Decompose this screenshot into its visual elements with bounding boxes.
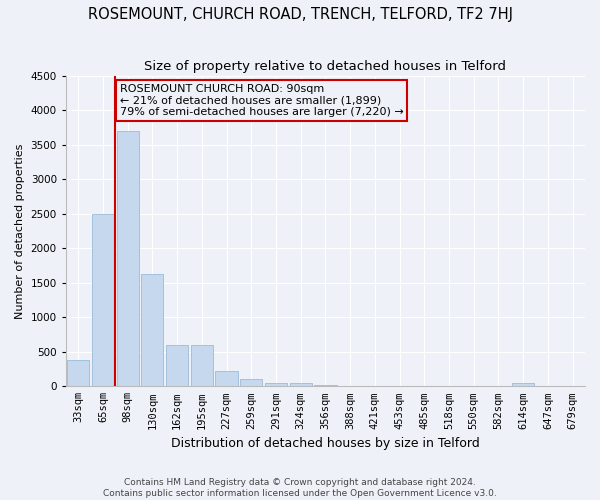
Title: Size of property relative to detached houses in Telford: Size of property relative to detached ho…: [145, 60, 506, 73]
Bar: [215, 372, 238, 386]
X-axis label: Distribution of detached houses by size in Telford: Distribution of detached houses by size …: [171, 437, 480, 450]
Bar: [240, 380, 262, 386]
Text: Contains HM Land Registry data © Crown copyright and database right 2024.
Contai: Contains HM Land Registry data © Crown c…: [103, 478, 497, 498]
Bar: [512, 383, 535, 386]
Bar: [141, 274, 163, 386]
Text: ROSEMOUNT CHURCH ROAD: 90sqm
← 21% of detached houses are smaller (1,899)
79% of: ROSEMOUNT CHURCH ROAD: 90sqm ← 21% of de…: [120, 84, 403, 117]
Bar: [92, 214, 114, 386]
Bar: [290, 383, 312, 386]
Y-axis label: Number of detached properties: Number of detached properties: [15, 143, 25, 318]
Bar: [116, 131, 139, 386]
Bar: [265, 382, 287, 386]
Bar: [67, 360, 89, 386]
Bar: [191, 345, 213, 387]
Bar: [166, 345, 188, 387]
Text: ROSEMOUNT, CHURCH ROAD, TRENCH, TELFORD, TF2 7HJ: ROSEMOUNT, CHURCH ROAD, TRENCH, TELFORD,…: [88, 8, 512, 22]
Bar: [314, 385, 337, 386]
